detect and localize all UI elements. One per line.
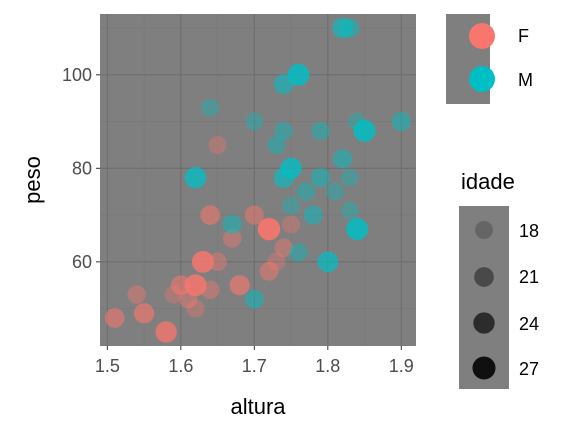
data-point-f xyxy=(257,217,281,241)
data-point-f xyxy=(274,238,294,258)
data-point-m xyxy=(353,119,376,142)
data-point-m xyxy=(310,168,331,188)
y-tick-label: 100 xyxy=(62,65,92,85)
data-point-f xyxy=(208,252,227,272)
data-point-f xyxy=(222,229,242,248)
data-point-m xyxy=(280,157,302,179)
data-point-m xyxy=(391,111,411,132)
y-axis-title: peso xyxy=(20,156,45,204)
size-legend-label-27: 27 xyxy=(519,359,539,379)
y-tick-label: 80 xyxy=(72,158,92,178)
size-legend-label-18: 18 xyxy=(519,221,539,241)
x-tick-label: 1.8 xyxy=(315,356,340,376)
x-axis: 1.5 1.6 1.7 1.8 1.9 xyxy=(95,346,414,376)
data-point-m xyxy=(311,121,330,141)
y-tick-label: 60 xyxy=(72,252,92,272)
size-key-24 xyxy=(473,312,495,334)
size-key-27 xyxy=(472,356,496,380)
data-point-m xyxy=(267,135,286,155)
data-point-m xyxy=(289,243,308,262)
data-point-f xyxy=(229,275,250,296)
data-point-m xyxy=(332,149,353,169)
size-legend: idade 18 21 24 27 xyxy=(459,169,539,389)
data-point-f xyxy=(155,321,177,343)
data-point-m xyxy=(244,289,264,309)
data-point-f xyxy=(200,280,220,300)
data-point-m xyxy=(287,63,310,86)
size-key-21 xyxy=(474,267,494,287)
size-legend-title: idade xyxy=(461,169,515,194)
x-tick-label: 1.7 xyxy=(242,356,267,376)
data-point-m xyxy=(282,196,301,215)
data-point-f xyxy=(127,285,147,304)
legend-key-f xyxy=(469,23,495,49)
data-point-m xyxy=(201,98,220,117)
data-point-f xyxy=(104,308,125,328)
data-point-m xyxy=(296,182,316,201)
data-point-m xyxy=(326,182,345,201)
data-point-f xyxy=(191,250,214,273)
x-tick-label: 1.6 xyxy=(168,356,193,376)
data-point-f xyxy=(282,215,301,234)
data-point-f xyxy=(244,205,264,225)
data-point-m xyxy=(184,166,207,189)
data-point-f xyxy=(184,274,207,297)
plot-panel xyxy=(100,14,416,346)
data-point-m xyxy=(303,205,323,225)
x-axis-title: altura xyxy=(230,394,286,419)
x-tick-label: 1.5 xyxy=(95,356,120,376)
data-point-f xyxy=(186,299,205,318)
legend-label-m: M xyxy=(518,70,533,90)
size-legend-label-24: 24 xyxy=(519,314,539,334)
data-point-f xyxy=(267,252,286,271)
size-legend-label-21: 21 xyxy=(519,267,539,287)
data-point-f xyxy=(208,135,227,154)
data-point-f xyxy=(259,261,279,281)
data-point-m xyxy=(222,214,242,234)
data-point-m xyxy=(332,17,353,39)
data-point-m xyxy=(317,251,339,273)
data-points xyxy=(104,17,411,343)
data-point-f xyxy=(200,205,221,225)
legend-label-f: F xyxy=(518,26,529,46)
y-axis: 60 80 100 xyxy=(62,65,100,272)
data-point-m xyxy=(274,121,294,141)
color-legend: F M xyxy=(446,14,533,104)
data-point-m xyxy=(346,218,369,241)
size-key-18 xyxy=(475,221,493,239)
legend-key-m xyxy=(469,66,495,92)
data-point-m xyxy=(340,18,360,38)
data-point-m xyxy=(245,112,264,131)
x-tick-label: 1.9 xyxy=(389,356,414,376)
data-point-m xyxy=(340,168,359,187)
data-point-m xyxy=(340,201,359,220)
data-point-f xyxy=(133,303,155,324)
